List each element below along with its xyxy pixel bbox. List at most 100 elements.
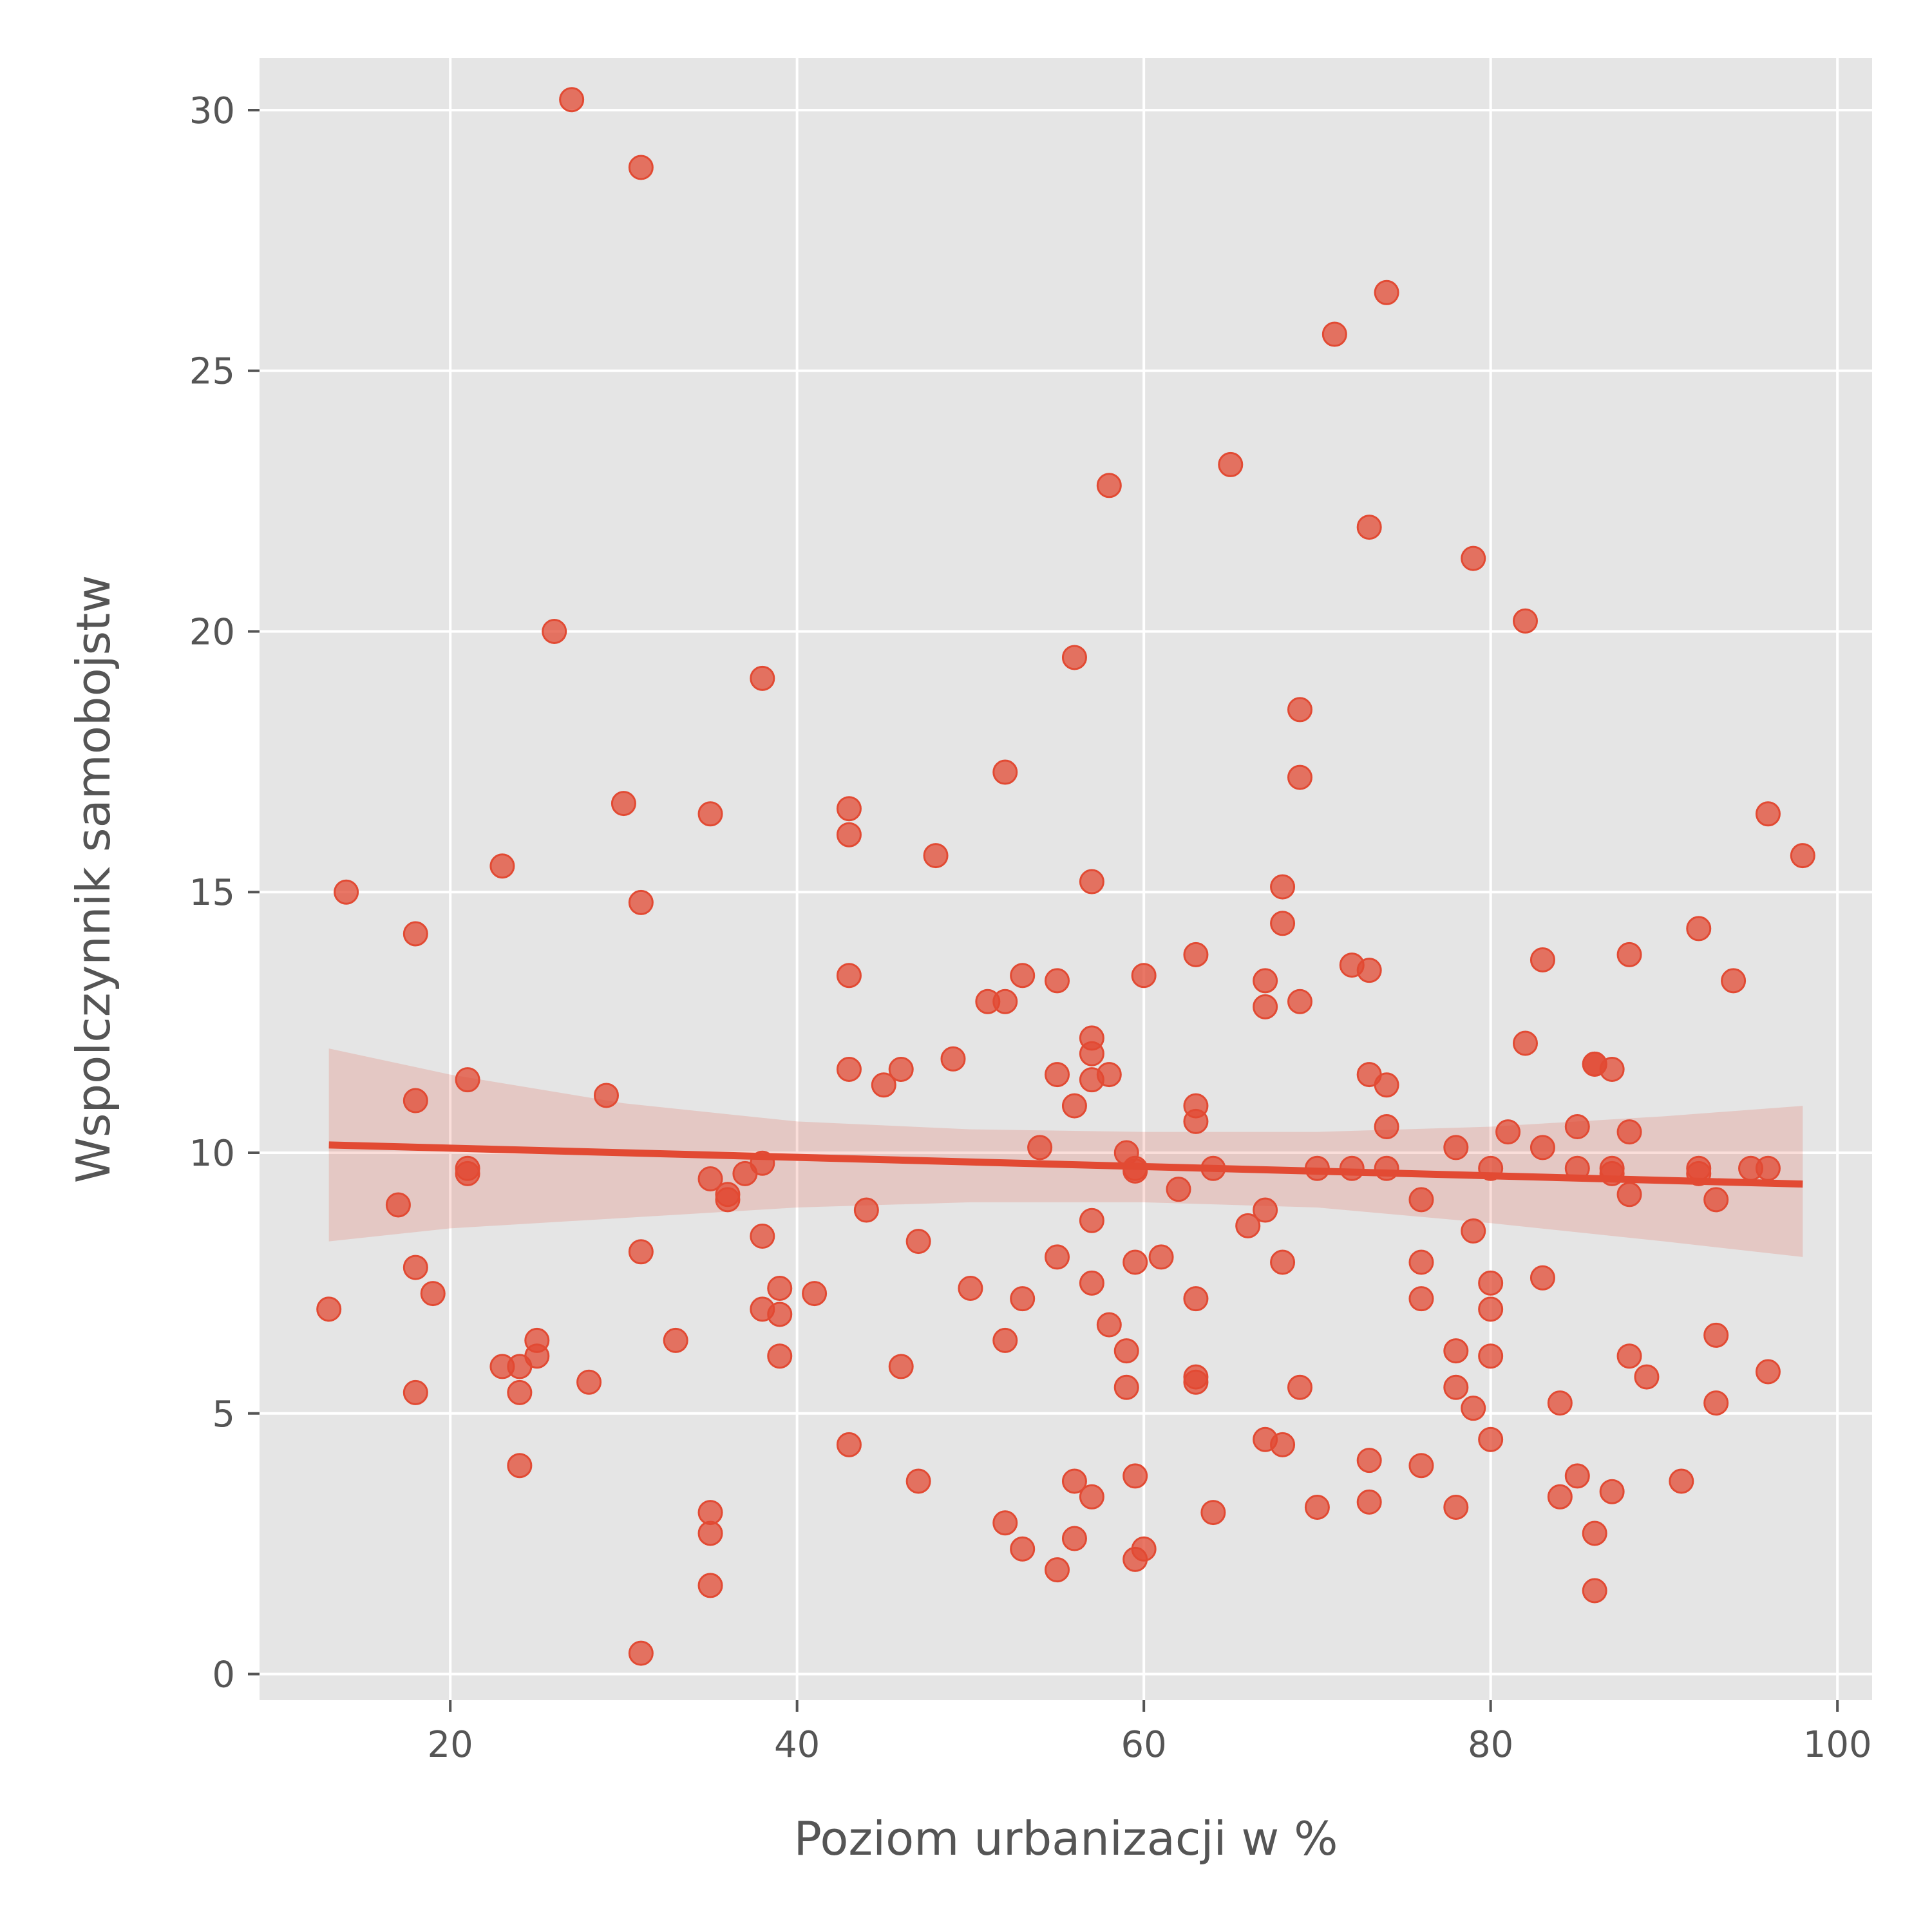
- data-point: [1061, 645, 1087, 670]
- data-point: [923, 843, 949, 869]
- data-point: [402, 921, 428, 947]
- data-point: [1461, 1396, 1486, 1421]
- data-point: [1408, 1286, 1434, 1312]
- data-point: [628, 155, 654, 180]
- data-point: [1218, 451, 1244, 477]
- x-tick-label: 40: [774, 1724, 820, 1766]
- data-point: [524, 1343, 550, 1369]
- data-point: [992, 989, 1018, 1014]
- data-point: [1010, 963, 1036, 989]
- data-point: [489, 853, 515, 879]
- data-point: [1096, 473, 1122, 498]
- data-point: [1703, 1322, 1729, 1348]
- data-point: [628, 1640, 654, 1666]
- data-point: [1253, 968, 1278, 994]
- y-tick-label: 30: [189, 90, 235, 132]
- data-point: [1599, 1479, 1625, 1504]
- y-tick-label: 10: [189, 1133, 235, 1175]
- data-point: [1010, 1536, 1036, 1562]
- data-point: [1253, 994, 1278, 1019]
- data-point: [1616, 1119, 1642, 1145]
- data-point: [542, 618, 567, 644]
- data-point: [1582, 1520, 1607, 1546]
- data-point: [1356, 1448, 1382, 1473]
- data-point: [1270, 1432, 1296, 1457]
- data-point: [1616, 1343, 1642, 1369]
- data-point: [1478, 1270, 1504, 1296]
- data-point: [1321, 321, 1347, 347]
- y-tick-label: 0: [212, 1654, 235, 1696]
- data-point: [1122, 1463, 1148, 1489]
- data-point: [1564, 1114, 1590, 1140]
- data-point: [1495, 1119, 1521, 1145]
- data-point: [1616, 1182, 1642, 1208]
- data-point: [1183, 1369, 1209, 1395]
- data-point: [1027, 1135, 1053, 1160]
- data-point: [697, 1166, 723, 1191]
- data-point: [628, 1239, 654, 1265]
- data-point: [1079, 1484, 1104, 1510]
- data-point: [1079, 1208, 1104, 1233]
- data-point: [1096, 1312, 1122, 1338]
- data-point: [402, 1379, 428, 1405]
- data-point: [1356, 958, 1382, 983]
- x-axis-label: Poziom urbanizacji w %: [793, 1812, 1338, 1866]
- data-point: [802, 1281, 828, 1307]
- data-point: [1530, 947, 1555, 972]
- data-point: [1122, 1249, 1148, 1275]
- confidence-band-layer: [328, 1048, 1803, 1257]
- data-point: [593, 1083, 619, 1108]
- y-tick-label: 20: [189, 611, 235, 653]
- data-point: [871, 1072, 896, 1098]
- data-point: [992, 759, 1018, 785]
- data-point: [559, 87, 585, 113]
- data-point: [1287, 989, 1312, 1014]
- data-point: [1183, 1286, 1209, 1312]
- x-tick-label: 80: [1468, 1724, 1513, 1766]
- data-point: [767, 1275, 793, 1301]
- data-point: [1564, 1463, 1590, 1489]
- data-point: [316, 1296, 342, 1322]
- data-point: [767, 1343, 793, 1369]
- data-point: [1253, 1197, 1278, 1223]
- data-point: [1045, 1062, 1070, 1088]
- axes: 20 40 60 80 100 0 5 10 15 20 25 30: [189, 90, 1872, 1766]
- data-point: [1131, 963, 1157, 989]
- data-point: [1356, 515, 1382, 540]
- data-point: [715, 1187, 741, 1213]
- data-point: [507, 1453, 533, 1479]
- data-point: [836, 1056, 862, 1082]
- regression-line: [328, 1141, 1803, 1188]
- data-point: [992, 1510, 1018, 1536]
- data-point: [1703, 1187, 1729, 1213]
- data-point: [1287, 764, 1312, 790]
- data-point: [1669, 1468, 1694, 1494]
- data-point: [1703, 1390, 1729, 1416]
- data-point: [1686, 916, 1712, 942]
- x-tick-label: 20: [428, 1724, 473, 1766]
- data-point: [1374, 279, 1399, 305]
- data-point: [1790, 843, 1815, 869]
- data-point: [697, 1520, 723, 1546]
- data-point: [1478, 1426, 1504, 1452]
- data-point: [836, 1432, 862, 1457]
- data-point: [836, 796, 862, 822]
- data-point: [1547, 1390, 1573, 1416]
- data-point: [888, 1354, 914, 1379]
- data-point: [1755, 1359, 1781, 1385]
- data-point: [1408, 1187, 1434, 1213]
- data-point: [1270, 1249, 1296, 1275]
- data-point: [836, 822, 862, 848]
- data-point: [420, 1281, 446, 1307]
- data-point: [1079, 1270, 1104, 1296]
- data-point: [1443, 1374, 1469, 1400]
- data-point: [611, 791, 636, 817]
- data-point: [1270, 911, 1296, 936]
- data-point: [402, 1088, 428, 1113]
- data-point: [992, 1327, 1018, 1353]
- data-point: [1096, 1062, 1122, 1088]
- y-tick-label: 25: [189, 351, 235, 393]
- data-point: [697, 801, 723, 827]
- data-point: [1061, 1468, 1087, 1494]
- grid-lines: [260, 58, 1872, 1700]
